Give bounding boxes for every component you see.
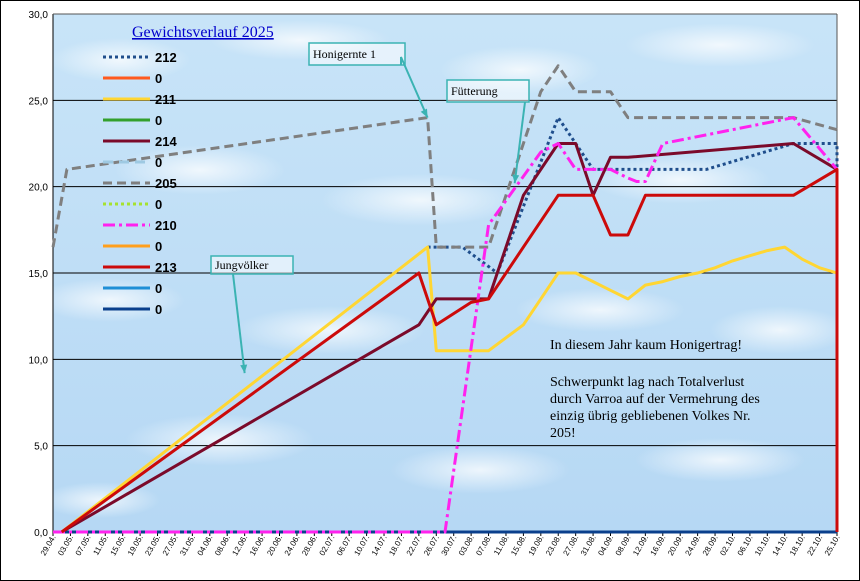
legend-label: 213 bbox=[155, 260, 177, 275]
legend-label: 0 bbox=[155, 281, 162, 296]
x-tick-label: 06.07. bbox=[335, 534, 354, 558]
x-tick-label: 11.05. bbox=[91, 534, 110, 557]
annotation-arrowhead bbox=[240, 364, 248, 374]
annotation-arrow bbox=[400, 56, 429, 119]
x-tick-label: 11.08. bbox=[492, 534, 511, 557]
legend-label: 0 bbox=[155, 113, 162, 128]
x-tick-label: 31.05. bbox=[178, 534, 197, 558]
y-tick-label: 25,0 bbox=[29, 96, 49, 107]
x-tick-label: 23.08. bbox=[544, 534, 563, 558]
y-tick-label: 5,0 bbox=[34, 442, 48, 453]
note-line: durch Varroa auf der Vermehrung des bbox=[550, 392, 760, 407]
x-tick-label: 27.08. bbox=[561, 534, 580, 558]
series-line-205 bbox=[51, 64, 838, 249]
x-tick-label: 02.07. bbox=[318, 534, 337, 558]
x-tick-label: 15.08. bbox=[509, 534, 528, 558]
legend: 212 0 211 0 214 0 205 0 210 0 213 0 0 bbox=[103, 50, 177, 317]
x-tick-label: 04.06. bbox=[196, 534, 215, 558]
annotation-arrowhead bbox=[512, 174, 520, 184]
note-line: einzig übrig gebliebenen Volkes Nr. bbox=[550, 409, 751, 424]
x-tick-label: 22.07. bbox=[405, 534, 424, 558]
legend-label: 0 bbox=[155, 239, 162, 254]
annotation-arrow bbox=[232, 273, 246, 374]
x-tick-label: 07.08. bbox=[474, 534, 493, 558]
x-tick-label: 28.06. bbox=[300, 534, 319, 558]
legend-label: 210 bbox=[155, 218, 177, 233]
y-tick-label: 20,0 bbox=[29, 183, 49, 194]
x-tick-label: 18.07. bbox=[387, 534, 406, 558]
x-tick-label: 06.10. bbox=[736, 534, 755, 558]
y-tick-label: 30,0 bbox=[29, 10, 49, 21]
y-tick-label: 15,0 bbox=[29, 269, 49, 280]
y-tick-label: 10,0 bbox=[29, 355, 49, 366]
legend-label: 0 bbox=[155, 71, 162, 86]
x-tick-label: 16.09. bbox=[649, 534, 668, 558]
x-tick-label: 22.10. bbox=[805, 534, 824, 558]
x-tick-label: 26.07. bbox=[422, 534, 441, 558]
note-line: In diesem Jahr kaum Honigertrag! bbox=[550, 338, 742, 353]
note-text: In diesem Jahr kaum Honigertrag! Schwerpu… bbox=[550, 338, 760, 441]
series-line-214 bbox=[60, 142, 839, 534]
x-tick-label: 20.06. bbox=[265, 534, 284, 558]
legend-label: 0 bbox=[155, 155, 162, 170]
x-tick-label: 18.10. bbox=[788, 534, 807, 558]
x-tick-label: 07.05. bbox=[74, 534, 93, 558]
x-tick-label: 03.08. bbox=[457, 534, 476, 558]
note-line: Schwerpunkt lag nach Totalverlust bbox=[550, 375, 744, 390]
annotation-box bbox=[210, 255, 294, 275]
x-tick-label: 03.05. bbox=[56, 534, 75, 558]
chart-title: Gewichtsverlauf 2025 bbox=[132, 24, 274, 41]
x-tick-label: 19.08. bbox=[527, 534, 546, 558]
annotation-label: Jungvölker bbox=[215, 258, 268, 272]
x-tick-label: 25.10. bbox=[823, 534, 842, 558]
legend-label: 211 bbox=[155, 92, 176, 107]
x-tick-label: 15.05. bbox=[109, 534, 128, 558]
series-line-213 bbox=[60, 167, 839, 534]
x-tick-label: 23.05. bbox=[143, 534, 162, 558]
x-axis: 29.04.03.05.07.05.11.05.15.05.19.05.23.0… bbox=[39, 532, 842, 557]
x-tick-label: 30.07. bbox=[440, 534, 459, 558]
x-tick-label: 04.09. bbox=[596, 534, 615, 558]
annotation-box bbox=[446, 79, 530, 103]
x-tick-label: 10.07. bbox=[352, 534, 371, 558]
x-tick-label: 20.09. bbox=[666, 534, 685, 558]
annotation-box bbox=[308, 42, 406, 66]
annotations: Honigernte 1 Fütterung Jungvölker bbox=[210, 42, 530, 374]
x-tick-label: 08.09. bbox=[614, 534, 633, 558]
y-axis: 0,0 5,0 10,0 15,0 20,0 25,0 30,0 bbox=[29, 10, 49, 539]
series-line-210 bbox=[53, 116, 839, 534]
legend-label: 214 bbox=[155, 134, 177, 149]
series-lines bbox=[51, 64, 839, 534]
y-tick-label: 0,0 bbox=[34, 528, 48, 539]
annotation-arrowhead bbox=[420, 108, 428, 118]
x-tick-label: 28.09. bbox=[701, 534, 720, 558]
annotation-arrow bbox=[513, 101, 526, 184]
x-tick-label: 14.07. bbox=[370, 534, 389, 558]
plot-texture bbox=[35, 20, 850, 518]
series-line-212 bbox=[427, 116, 839, 532]
x-tick-label: 24.06. bbox=[283, 534, 302, 558]
x-tick-label: 10.10. bbox=[753, 534, 772, 558]
x-tick-label: 02.10. bbox=[718, 534, 737, 558]
chart-title-group: Gewichtsverlauf 2025 bbox=[132, 24, 274, 41]
x-tick-label: 31.08. bbox=[579, 534, 598, 558]
x-tick-label: 27.05. bbox=[161, 534, 180, 558]
annotation-label: Fütterung bbox=[451, 84, 498, 98]
x-tick-label: 12.09. bbox=[631, 534, 650, 558]
x-tick-label: 16.06. bbox=[248, 534, 267, 558]
series-line-211 bbox=[60, 245, 839, 534]
x-tick-label: 14.10. bbox=[771, 534, 790, 558]
x-tick-label: 24.09. bbox=[683, 534, 702, 558]
legend-label: 0 bbox=[155, 197, 162, 212]
legend-label: 205 bbox=[155, 176, 177, 191]
legend-label: 212 bbox=[155, 50, 177, 65]
x-tick-label: 12.06. bbox=[230, 534, 249, 558]
x-tick-label: 08.06. bbox=[213, 534, 232, 558]
x-tick-label: 19.05. bbox=[126, 534, 145, 558]
annotation-label: Honigernte 1 bbox=[313, 47, 376, 61]
note-line: 205! bbox=[550, 426, 576, 441]
legend-label: 0 bbox=[155, 302, 162, 317]
